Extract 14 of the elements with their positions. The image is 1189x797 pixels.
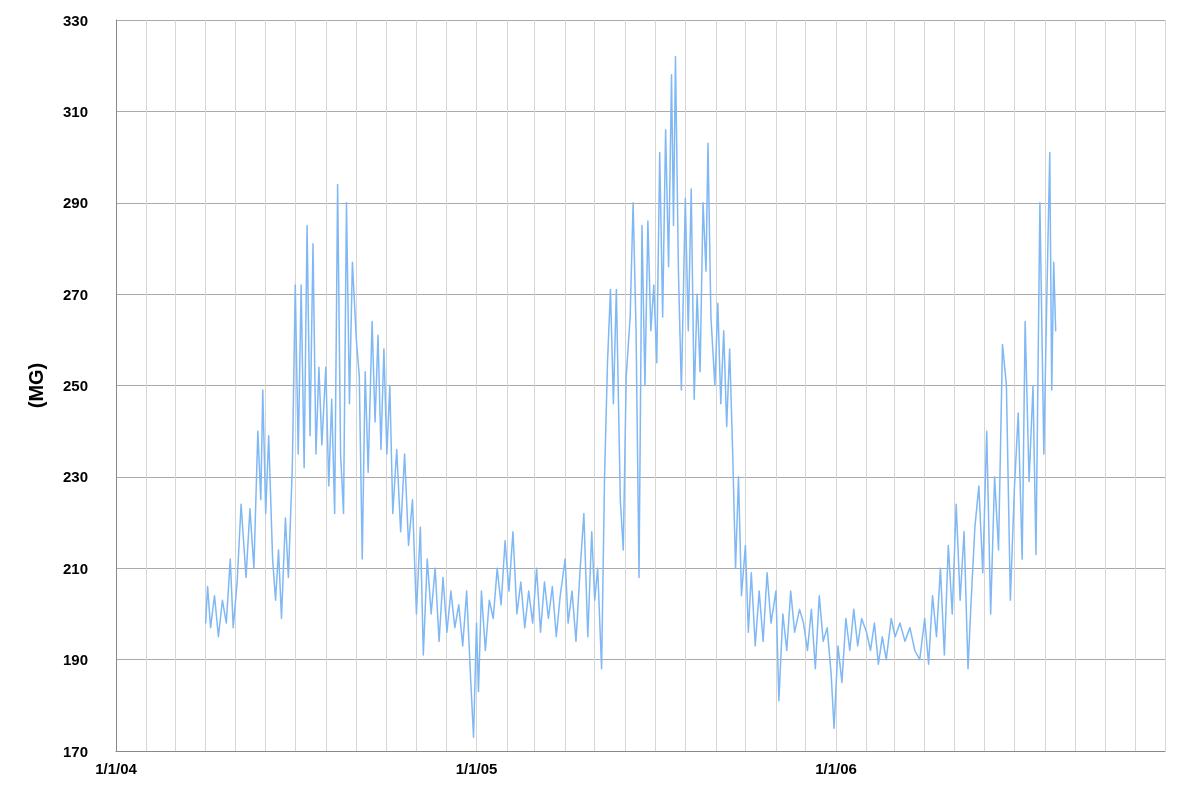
y-tick-label: 250	[62, 377, 88, 394]
x-tick-label: 1/1/04	[95, 760, 138, 777]
y-tick-label: 190	[62, 651, 88, 669]
y-tick-label: 170	[62, 742, 88, 760]
line-series	[204, 55, 1057, 739]
y-tick-label: 270	[62, 285, 88, 303]
x-tick-label: 1/1/06	[815, 760, 857, 777]
y-tick-label: 230	[62, 468, 88, 486]
y-axis-title: (MG)	[25, 362, 47, 409]
x-tick-label: 1/1/05	[455, 760, 498, 777]
y-tick-label: 290	[62, 194, 88, 212]
y-tick-label: 330	[62, 11, 88, 29]
y-tick-label: 210	[62, 559, 88, 577]
y-tick-label: 310	[62, 102, 88, 120]
